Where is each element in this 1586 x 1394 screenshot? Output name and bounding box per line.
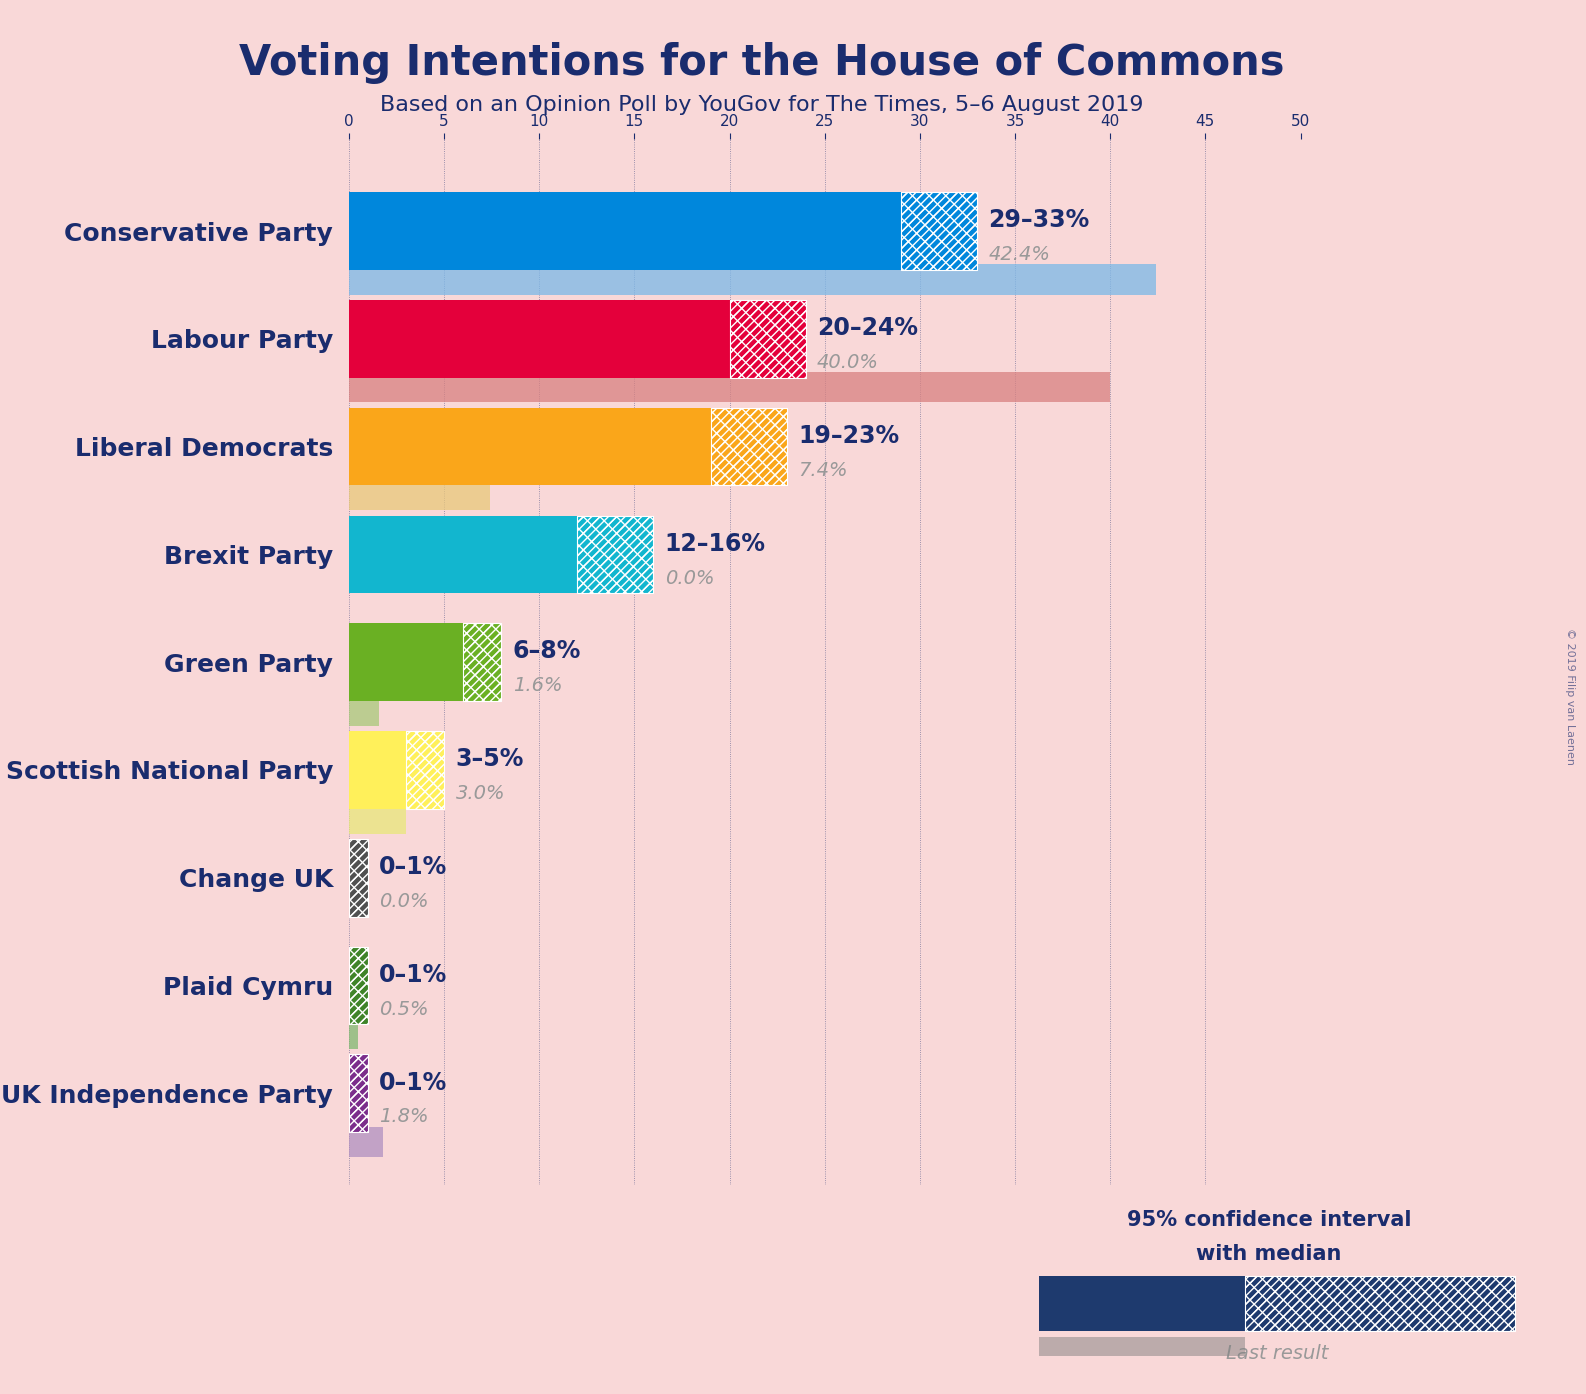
Text: Based on an Opinion Poll by YouGov for The Times, 5–6 August 2019: Based on an Opinion Poll by YouGov for T… bbox=[379, 95, 1144, 114]
Bar bbox=[349, 947, 368, 1025]
Bar bbox=[349, 947, 368, 1025]
Bar bbox=[349, 1054, 368, 1132]
Bar bbox=[349, 265, 1156, 294]
Bar bbox=[349, 1126, 384, 1157]
Bar bbox=[349, 480, 490, 510]
Text: 0–1%: 0–1% bbox=[379, 1071, 447, 1094]
Text: 3–5%: 3–5% bbox=[455, 747, 523, 771]
Text: with median: with median bbox=[1196, 1245, 1342, 1264]
Bar bbox=[349, 372, 1110, 403]
Bar bbox=[349, 192, 901, 270]
Text: 0–1%: 0–1% bbox=[379, 855, 447, 880]
Bar bbox=[901, 192, 977, 270]
Bar bbox=[349, 803, 406, 834]
Bar bbox=[577, 516, 653, 594]
Text: 95% confidence interval: 95% confidence interval bbox=[1126, 1210, 1412, 1230]
Text: 1.8%: 1.8% bbox=[379, 1107, 428, 1126]
Bar bbox=[463, 623, 501, 701]
Text: 0.0%: 0.0% bbox=[379, 892, 428, 910]
Bar bbox=[406, 730, 444, 809]
Bar bbox=[349, 623, 463, 701]
Bar bbox=[349, 839, 368, 916]
Bar bbox=[349, 696, 379, 726]
Text: 40.0%: 40.0% bbox=[817, 353, 879, 372]
Text: 6–8%: 6–8% bbox=[512, 640, 580, 664]
Text: 20–24%: 20–24% bbox=[817, 316, 918, 340]
Bar bbox=[711, 408, 787, 485]
Bar bbox=[901, 192, 977, 270]
Bar bbox=[349, 1019, 358, 1050]
Bar bbox=[730, 300, 806, 378]
Text: 3.0%: 3.0% bbox=[455, 785, 504, 803]
Text: Voting Intentions for the House of Commons: Voting Intentions for the House of Commo… bbox=[238, 42, 1285, 84]
Text: 19–23%: 19–23% bbox=[798, 424, 899, 447]
Bar bbox=[349, 1054, 368, 1132]
Text: 42.4%: 42.4% bbox=[988, 245, 1050, 265]
Bar bbox=[730, 300, 806, 378]
Bar bbox=[349, 408, 711, 485]
Text: © 2019 Filip van Laenen: © 2019 Filip van Laenen bbox=[1565, 629, 1575, 765]
Text: 0.5%: 0.5% bbox=[379, 999, 428, 1019]
Bar bbox=[349, 516, 577, 594]
Text: 12–16%: 12–16% bbox=[665, 531, 766, 556]
Text: Last result: Last result bbox=[1226, 1344, 1327, 1363]
Bar bbox=[349, 730, 406, 809]
Bar bbox=[711, 408, 787, 485]
Bar bbox=[406, 730, 444, 809]
Bar bbox=[349, 300, 730, 378]
Text: 1.6%: 1.6% bbox=[512, 676, 561, 696]
Text: 7.4%: 7.4% bbox=[798, 461, 847, 480]
Bar bbox=[349, 839, 368, 916]
Bar bbox=[577, 516, 653, 594]
Bar bbox=[463, 623, 501, 701]
Text: 0–1%: 0–1% bbox=[379, 963, 447, 987]
Text: 29–33%: 29–33% bbox=[988, 208, 1090, 233]
Text: 0.0%: 0.0% bbox=[665, 569, 714, 588]
